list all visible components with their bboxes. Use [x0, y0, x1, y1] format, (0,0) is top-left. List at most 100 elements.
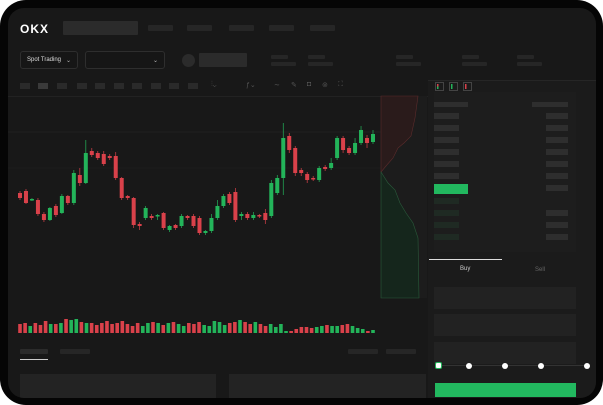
slider-step-50[interactable] — [502, 363, 508, 369]
percent-slider-handle[interactable] — [435, 362, 442, 369]
candle — [95, 151, 100, 160]
filter-button[interactable] — [348, 349, 378, 354]
buy-tab[interactable]: Buy — [460, 266, 471, 272]
settings-icon[interactable]: ⊚ — [322, 82, 328, 89]
candle — [185, 215, 190, 220]
candle-body — [18, 193, 22, 198]
candle — [143, 206, 148, 220]
bid-price — [434, 234, 459, 240]
stat-label — [308, 55, 325, 59]
candle-body — [269, 183, 274, 216]
okx-logo: OKX — [20, 22, 50, 36]
candle-body — [119, 178, 124, 198]
nav-item[interactable] — [269, 25, 294, 31]
divider — [8, 96, 428, 97]
interval-button[interactable] — [114, 83, 124, 89]
candle-body — [65, 196, 70, 203]
candle-body — [155, 215, 160, 217]
slider-step-25[interactable] — [466, 363, 472, 369]
pair-select[interactable]: ⌄ — [85, 51, 165, 69]
slider-step-75[interactable] — [538, 363, 544, 369]
slider-step-100[interactable] — [584, 363, 590, 369]
candle — [215, 200, 220, 220]
volume-bar — [161, 325, 166, 333]
interval-button[interactable] — [57, 83, 67, 89]
buy-submit-button[interactable] — [435, 383, 576, 397]
candle — [305, 172, 310, 183]
stat-label — [462, 55, 479, 59]
candle — [89, 148, 94, 157]
market-type-select[interactable]: Spot Trading ⌄ — [20, 51, 78, 69]
volume-bar — [171, 322, 176, 333]
total-input[interactable] — [434, 342, 576, 364]
stat-value — [462, 62, 487, 66]
depth-chart — [380, 95, 427, 299]
interval-button-active[interactable] — [38, 83, 48, 89]
volume-bar — [345, 324, 350, 333]
candle — [239, 212, 244, 220]
indicator-icon[interactable]: ƒ⌄ — [246, 82, 256, 89]
ask-price — [434, 161, 459, 167]
tab-history[interactable] — [60, 349, 90, 354]
candle — [287, 133, 292, 153]
volume-bar — [268, 324, 273, 333]
candle — [155, 214, 160, 220]
orderbook-header-amount — [532, 102, 568, 107]
interval-button[interactable] — [95, 83, 105, 89]
amount-input[interactable] — [434, 314, 576, 336]
candle-body — [83, 153, 88, 183]
interval-button[interactable] — [20, 83, 30, 89]
candle — [18, 191, 22, 200]
line-icon[interactable]: ∼ — [274, 82, 280, 89]
candle — [197, 216, 202, 235]
depth-bids — [380, 170, 420, 299]
candle-body — [161, 213, 166, 228]
candle — [209, 214, 214, 233]
interval-button[interactable] — [77, 83, 87, 89]
search-bar[interactable] — [63, 21, 138, 35]
candle-body — [41, 214, 46, 220]
candle — [323, 165, 328, 171]
orderbook-view-toggle[interactable] — [435, 81, 485, 93]
candle — [251, 212, 256, 220]
interval-button[interactable] — [188, 83, 198, 89]
divider — [428, 80, 596, 81]
volume-bar — [33, 323, 38, 333]
volume-bar — [54, 324, 58, 333]
candles-icon[interactable]: ⫶⌄ — [211, 81, 217, 88]
candle-body — [251, 215, 256, 218]
nav-item[interactable] — [148, 25, 173, 31]
nav-item[interactable] — [310, 25, 335, 31]
orderbook-bids-icon[interactable] — [449, 82, 458, 91]
orderbook-both-icon[interactable] — [435, 82, 444, 91]
nav-item[interactable] — [229, 25, 254, 31]
nav-item[interactable] — [187, 25, 212, 31]
pen-icon[interactable]: ✎ — [291, 82, 297, 89]
candle — [65, 195, 70, 205]
camera-icon[interactable]: ◘ — [307, 81, 312, 88]
orders-card — [229, 374, 426, 398]
tab-open-orders[interactable] — [20, 349, 48, 354]
price-input[interactable] — [434, 287, 576, 309]
orderbook-asks-icon[interactable] — [463, 82, 472, 91]
volume-bar — [74, 319, 79, 333]
candle-body — [245, 214, 250, 218]
interval-button[interactable] — [151, 83, 161, 89]
volume-bar — [320, 326, 324, 333]
ask-amount — [546, 173, 568, 179]
candle — [59, 194, 64, 214]
volume-bar — [146, 323, 150, 333]
candle-body — [299, 170, 304, 173]
fullscreen-icon[interactable]: ⛶ — [338, 81, 343, 88]
candle-body — [305, 174, 310, 180]
volume-bar — [360, 329, 365, 333]
candle — [257, 214, 262, 218]
interval-button[interactable] — [169, 83, 179, 89]
sell-tab[interactable]: Sell — [535, 267, 546, 273]
percent-slider-track[interactable] — [438, 365, 588, 366]
filter-button[interactable] — [386, 349, 416, 354]
interval-button[interactable] — [132, 83, 142, 89]
candlestick-chart[interactable] — [8, 88, 428, 338]
candle-body — [23, 191, 28, 203]
candle-body — [59, 196, 64, 213]
